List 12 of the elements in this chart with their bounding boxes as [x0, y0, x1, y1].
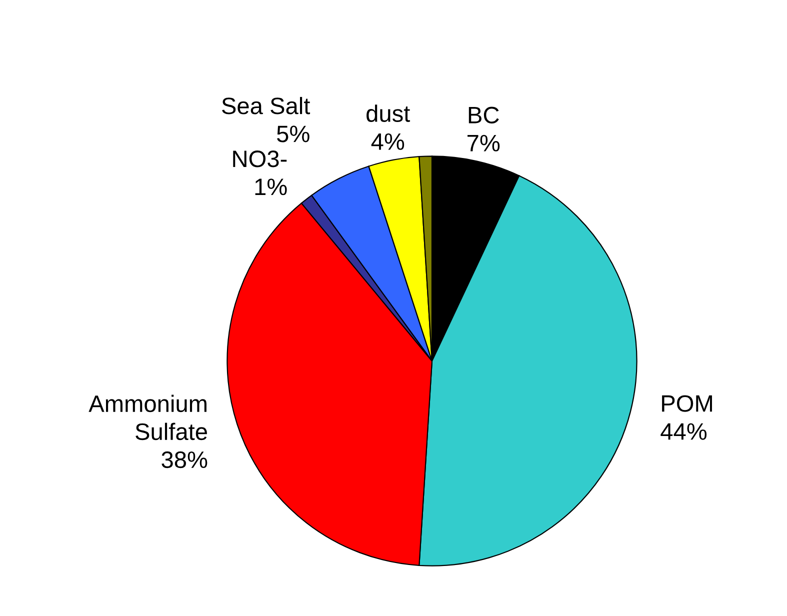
data-label: 5% [277, 126, 310, 142]
slice-label: Sea Salt [222, 96, 310, 114]
data-label: 4% [371, 133, 404, 150]
slice-label: Ammonium Sulfate [88, 394, 207, 440]
slice-label: BC [468, 106, 499, 124]
slice-label: POM [662, 395, 712, 412]
data-label: 38% [162, 451, 208, 468]
slice-label: NO3- [233, 150, 287, 168]
data-label: 44% [660, 423, 707, 440]
data-label: 7% [468, 134, 500, 152]
slice-label: dust [366, 104, 410, 122]
data-label: 1% [255, 178, 287, 196]
